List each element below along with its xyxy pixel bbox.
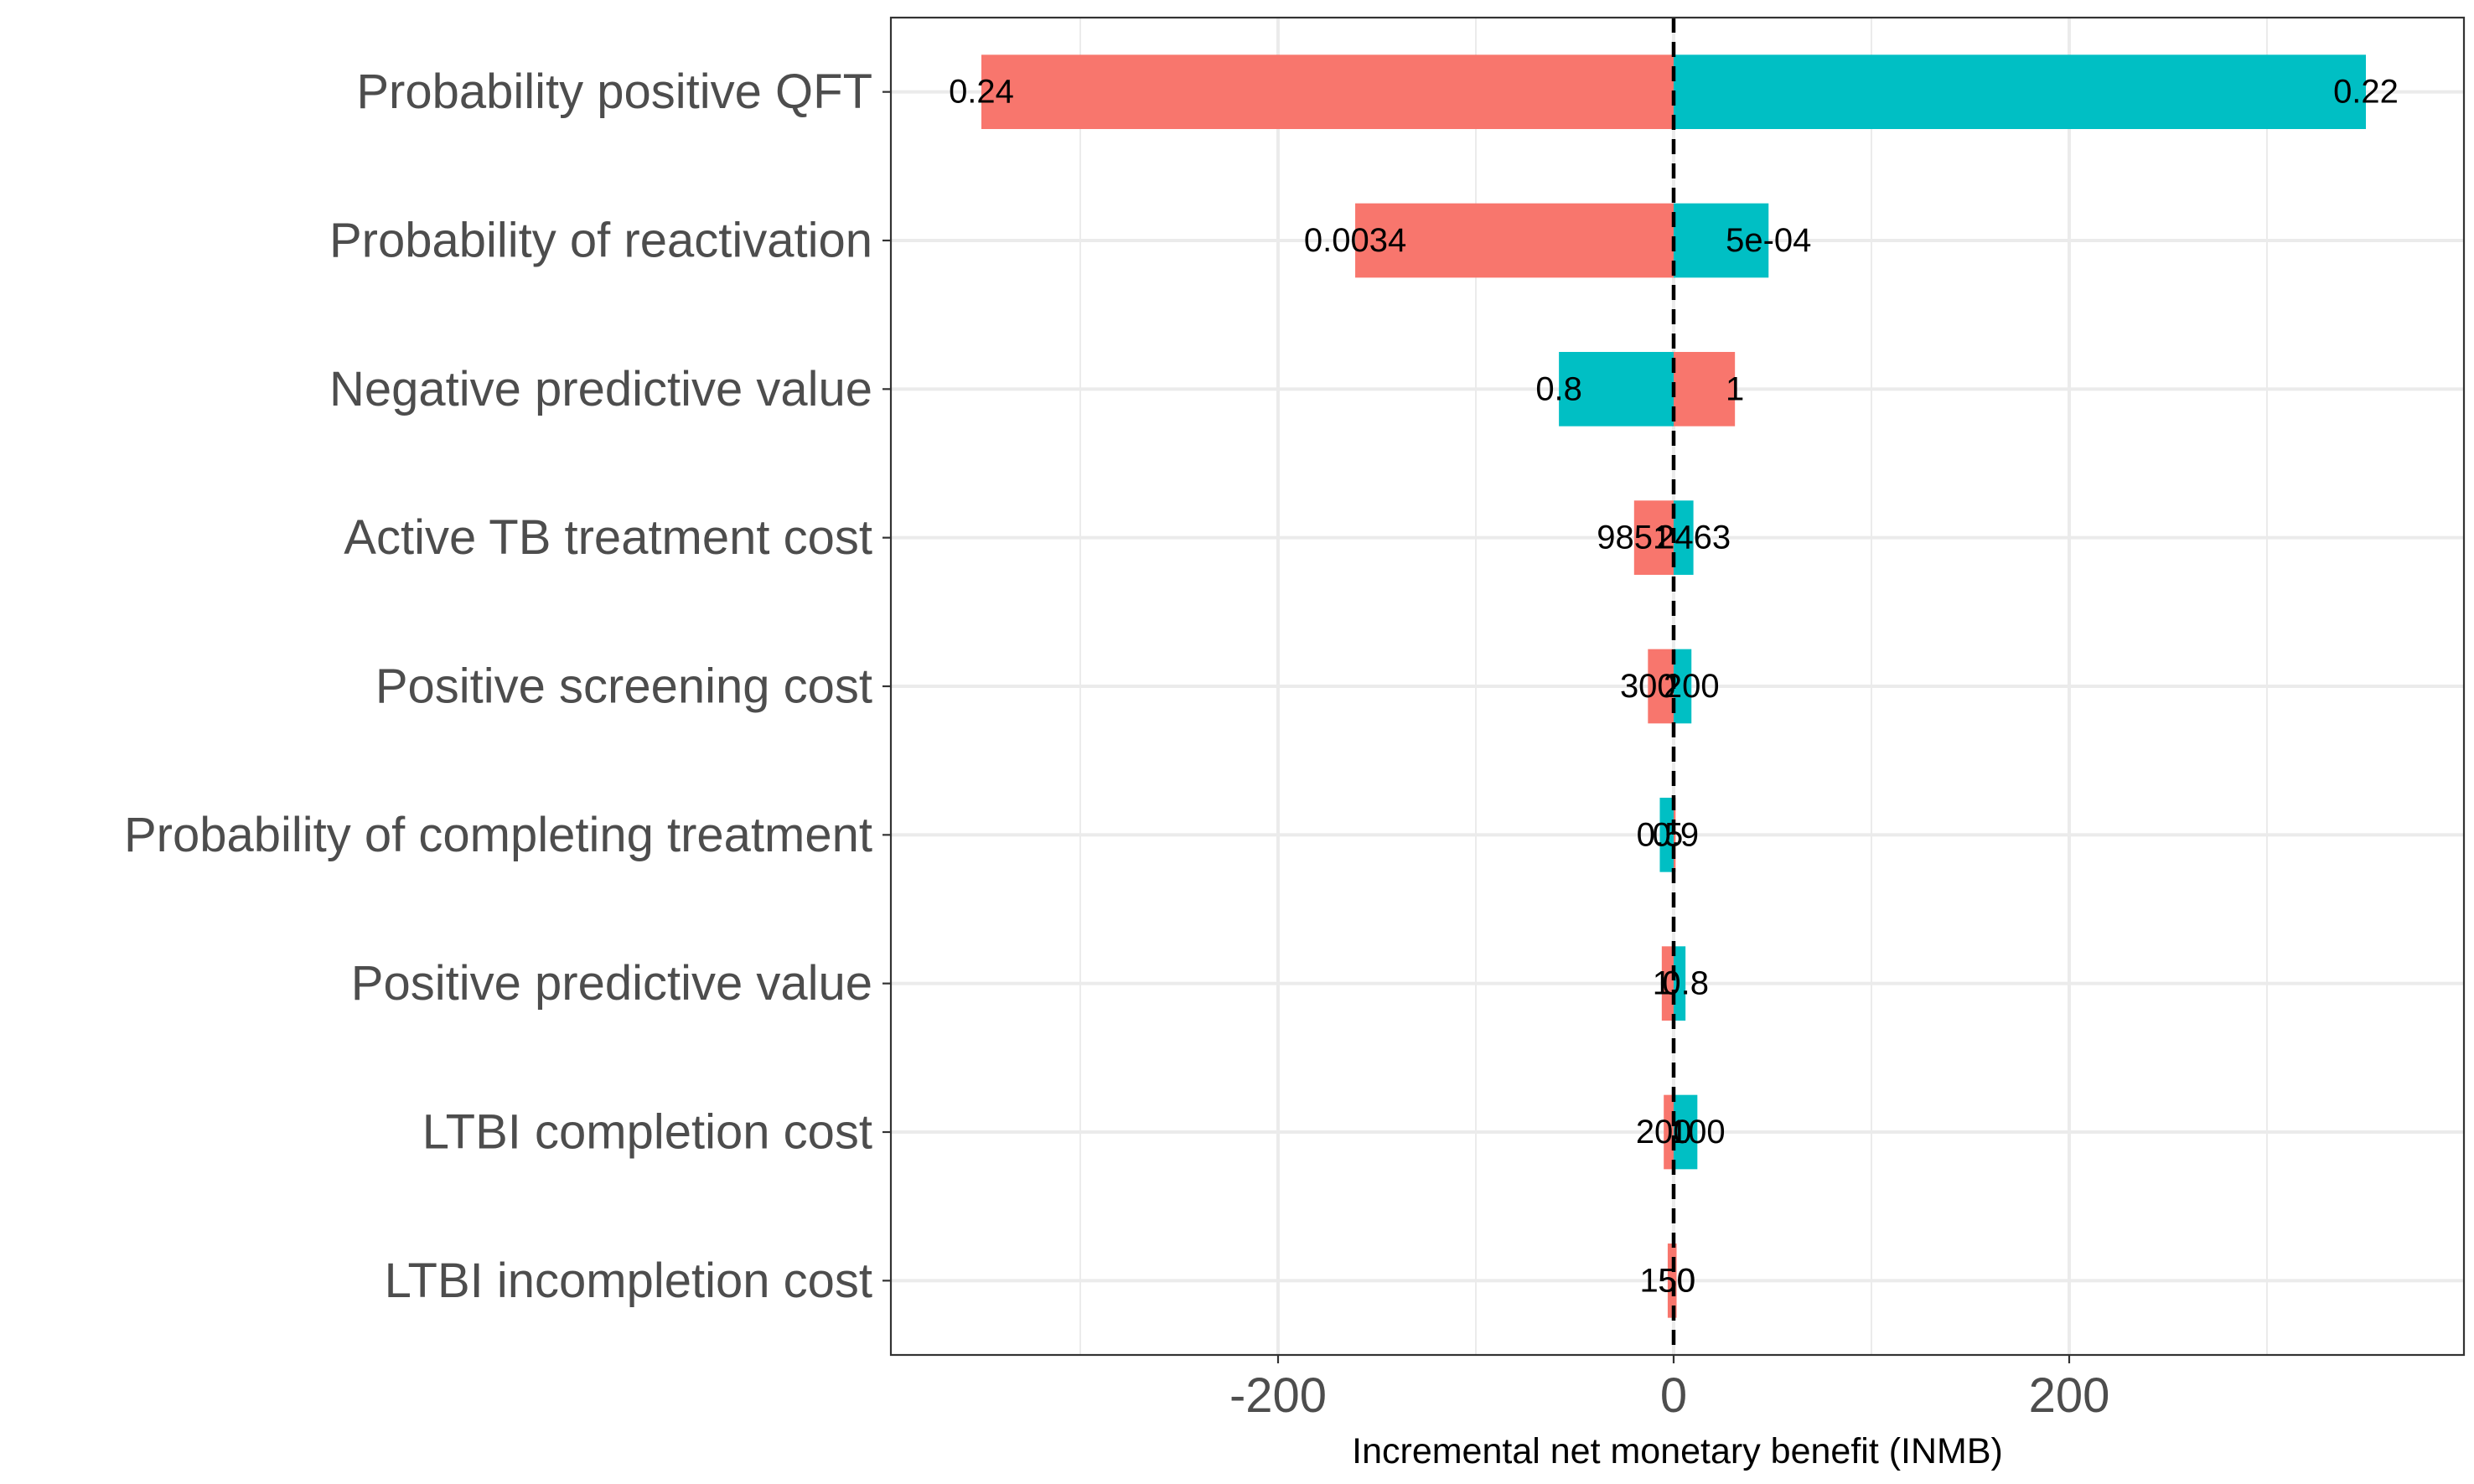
data-labels: 0.24 0.220.0034 5e-040.8 1985124633002000.5…	[949, 74, 2399, 1300]
bar-negative	[1664, 1094, 1674, 1170]
y-tick-label: Probability of completing treatment	[124, 808, 872, 862]
x-axis-title: Incremental net monetary benefit (INMB)	[1352, 1431, 2003, 1471]
x-axis: -200 0 200	[1229, 1355, 2109, 1423]
y-tick-label: Positive predictive value	[351, 956, 872, 1011]
data-label-low: 1	[1653, 965, 1671, 1002]
data-label-high: 0.8	[1662, 965, 1709, 1002]
data-label-low: 150	[1640, 1262, 1696, 1299]
bar-positive	[1674, 1244, 1677, 1318]
bar-negative	[1648, 649, 1674, 724]
data-label-low: 0.8	[1535, 370, 1582, 407]
x-tick-label: 200	[2029, 1368, 2110, 1423]
bar-positive	[1674, 946, 1686, 1021]
data-label-low: 300	[1620, 668, 1676, 705]
x-tick-label: 0	[1660, 1368, 1687, 1423]
bar-positive	[1674, 649, 1692, 724]
bar-positive	[1674, 500, 1694, 575]
data-label-low: 9851	[1597, 520, 1671, 556]
bar-negative	[1355, 203, 1674, 278]
y-tick-label: Positive screening cost	[375, 659, 872, 714]
bar-negative	[1659, 798, 1674, 872]
y-tick-label: LTBI completion cost	[422, 1105, 872, 1160]
bar-negative	[1667, 1244, 1674, 1318]
data-label-high: 100	[1669, 1114, 1726, 1150]
data-label-high: 200	[1664, 668, 1720, 705]
bar-negative	[1633, 500, 1674, 575]
bar-positive	[1674, 798, 1676, 872]
y-tick-label: Probability of reactivation	[329, 214, 872, 268]
data-label-high: 50	[1658, 1262, 1695, 1299]
y-axis: Probability positive QFT Probability of r…	[124, 65, 891, 1308]
bar-negative	[981, 54, 1674, 129]
y-tick-label: Active TB treatment cost	[344, 510, 872, 565]
y-tick-label: Probability positive QFT	[356, 65, 872, 119]
bar-positive	[1674, 1094, 1698, 1170]
data-label-low: 0.0034	[1304, 222, 1406, 259]
data-label-high: 5e-04	[1726, 222, 1811, 259]
data-label-high: 0.22	[2333, 74, 2399, 111]
bar-positive	[1674, 352, 1736, 427]
data-label-high: 1	[1726, 370, 1744, 407]
data-label-low: 0.5	[1637, 816, 1684, 853]
data-label-low: 200	[1636, 1114, 1692, 1150]
data-label-high: 0.9	[1653, 816, 1700, 853]
bars	[981, 54, 2366, 1318]
bar-positive	[1674, 54, 2366, 129]
bar-positive	[1674, 203, 1769, 278]
x-tick-label: -200	[1229, 1368, 1327, 1423]
bar-negative	[1559, 352, 1674, 427]
data-label-low: 0.24	[949, 74, 1014, 111]
y-tick-label: LTBI incompletion cost	[385, 1254, 872, 1308]
data-label-high: 2463	[1656, 520, 1731, 556]
bar-negative	[1661, 946, 1674, 1021]
y-tick-label: Negative predictive value	[329, 362, 872, 416]
